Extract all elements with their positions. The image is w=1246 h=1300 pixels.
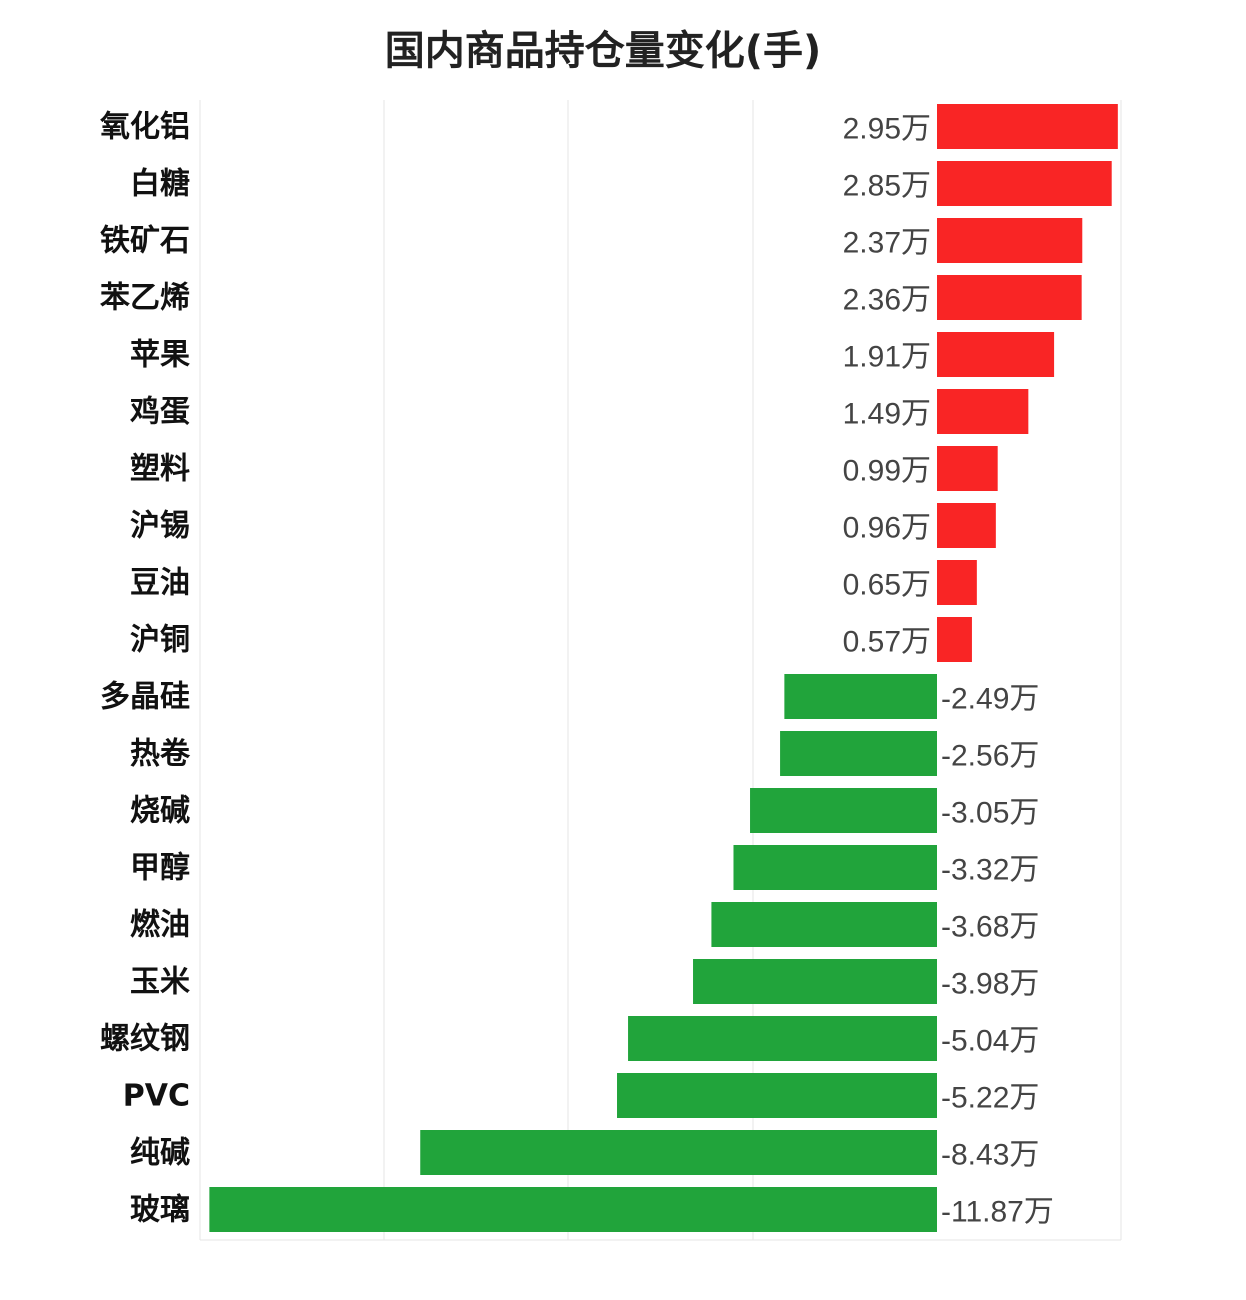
value-label-5: 1.49万 xyxy=(843,398,931,431)
value-label-13: -3.32万 xyxy=(941,854,1039,887)
category-label-16: 螺纹钢 xyxy=(100,1022,190,1057)
bar-8 xyxy=(937,560,977,605)
category-label-3: 苯乙烯 xyxy=(100,281,190,316)
bar-19 xyxy=(209,1187,937,1232)
bar-12 xyxy=(750,788,937,833)
category-label-14: 燃油 xyxy=(130,908,190,943)
value-label-1: 2.85万 xyxy=(843,170,931,203)
category-label-5: 鸡蛋 xyxy=(130,395,190,430)
value-label-8: 0.65万 xyxy=(843,569,931,602)
value-label-11: -2.56万 xyxy=(941,740,1039,773)
category-label-15: 玉米 xyxy=(130,965,190,1000)
grid-lines xyxy=(199,100,1122,1241)
bar-3 xyxy=(937,275,1082,320)
category-label-8: 豆油 xyxy=(130,566,190,601)
value-label-0: 2.95万 xyxy=(843,113,931,146)
bar-10 xyxy=(784,674,937,719)
value-label-3: 2.36万 xyxy=(843,284,931,317)
bar-14 xyxy=(711,902,937,947)
bar-0 xyxy=(937,104,1118,149)
category-label-19: 玻璃 xyxy=(130,1193,190,1228)
bar-13 xyxy=(733,845,937,890)
value-label-6: 0.99万 xyxy=(843,455,931,488)
category-label-2: 铁矿石 xyxy=(100,224,190,259)
bars xyxy=(209,104,1118,1232)
category-label-4: 苹果 xyxy=(130,338,190,373)
value-label-10: -2.49万 xyxy=(941,683,1039,716)
category-label-11: 热卷 xyxy=(130,737,191,772)
category-label-12: 烧碱 xyxy=(130,794,190,829)
value-label-9: 0.57万 xyxy=(843,626,931,659)
value-label-19: -11.87万 xyxy=(941,1196,1054,1229)
value-label-15: -3.98万 xyxy=(941,968,1039,1001)
bar-7 xyxy=(937,503,996,548)
category-label-0: 氧化铝 xyxy=(100,110,190,145)
value-label-16: -5.04万 xyxy=(941,1025,1039,1058)
category-label-6: 塑料 xyxy=(130,452,190,487)
value-label-12: -3.05万 xyxy=(941,797,1039,830)
value-label-14: -3.68万 xyxy=(941,911,1039,944)
bar-11 xyxy=(780,731,937,776)
bar-5 xyxy=(937,389,1029,434)
bar-6 xyxy=(937,446,998,491)
value-label-7: 0.96万 xyxy=(843,512,931,545)
category-label-18: 纯碱 xyxy=(130,1136,190,1171)
category-label-9: 沪铜 xyxy=(130,623,190,658)
category-label-13: 甲醇 xyxy=(130,851,190,886)
category-label-10: 多晶硅 xyxy=(100,680,190,715)
category-label-7: 沪锡 xyxy=(130,509,190,544)
value-label-2: 2.37万 xyxy=(843,227,931,260)
bar-4 xyxy=(937,332,1055,377)
bar-2 xyxy=(937,218,1083,263)
value-label-4: 1.91万 xyxy=(843,341,931,374)
category-label-17: PVC xyxy=(123,1079,190,1114)
bar-9 xyxy=(937,617,972,662)
bar-18 xyxy=(420,1130,938,1175)
value-label-17: -5.22万 xyxy=(941,1082,1039,1115)
bar-15 xyxy=(693,959,937,1004)
bar-16 xyxy=(628,1016,937,1061)
category-label-1: 白糖 xyxy=(130,167,190,202)
bar-1 xyxy=(937,161,1112,206)
chart-title: 国内商品持仓量变化(手) xyxy=(384,28,822,74)
bar-17 xyxy=(617,1073,937,1118)
value-label-18: -8.43万 xyxy=(941,1139,1039,1172)
